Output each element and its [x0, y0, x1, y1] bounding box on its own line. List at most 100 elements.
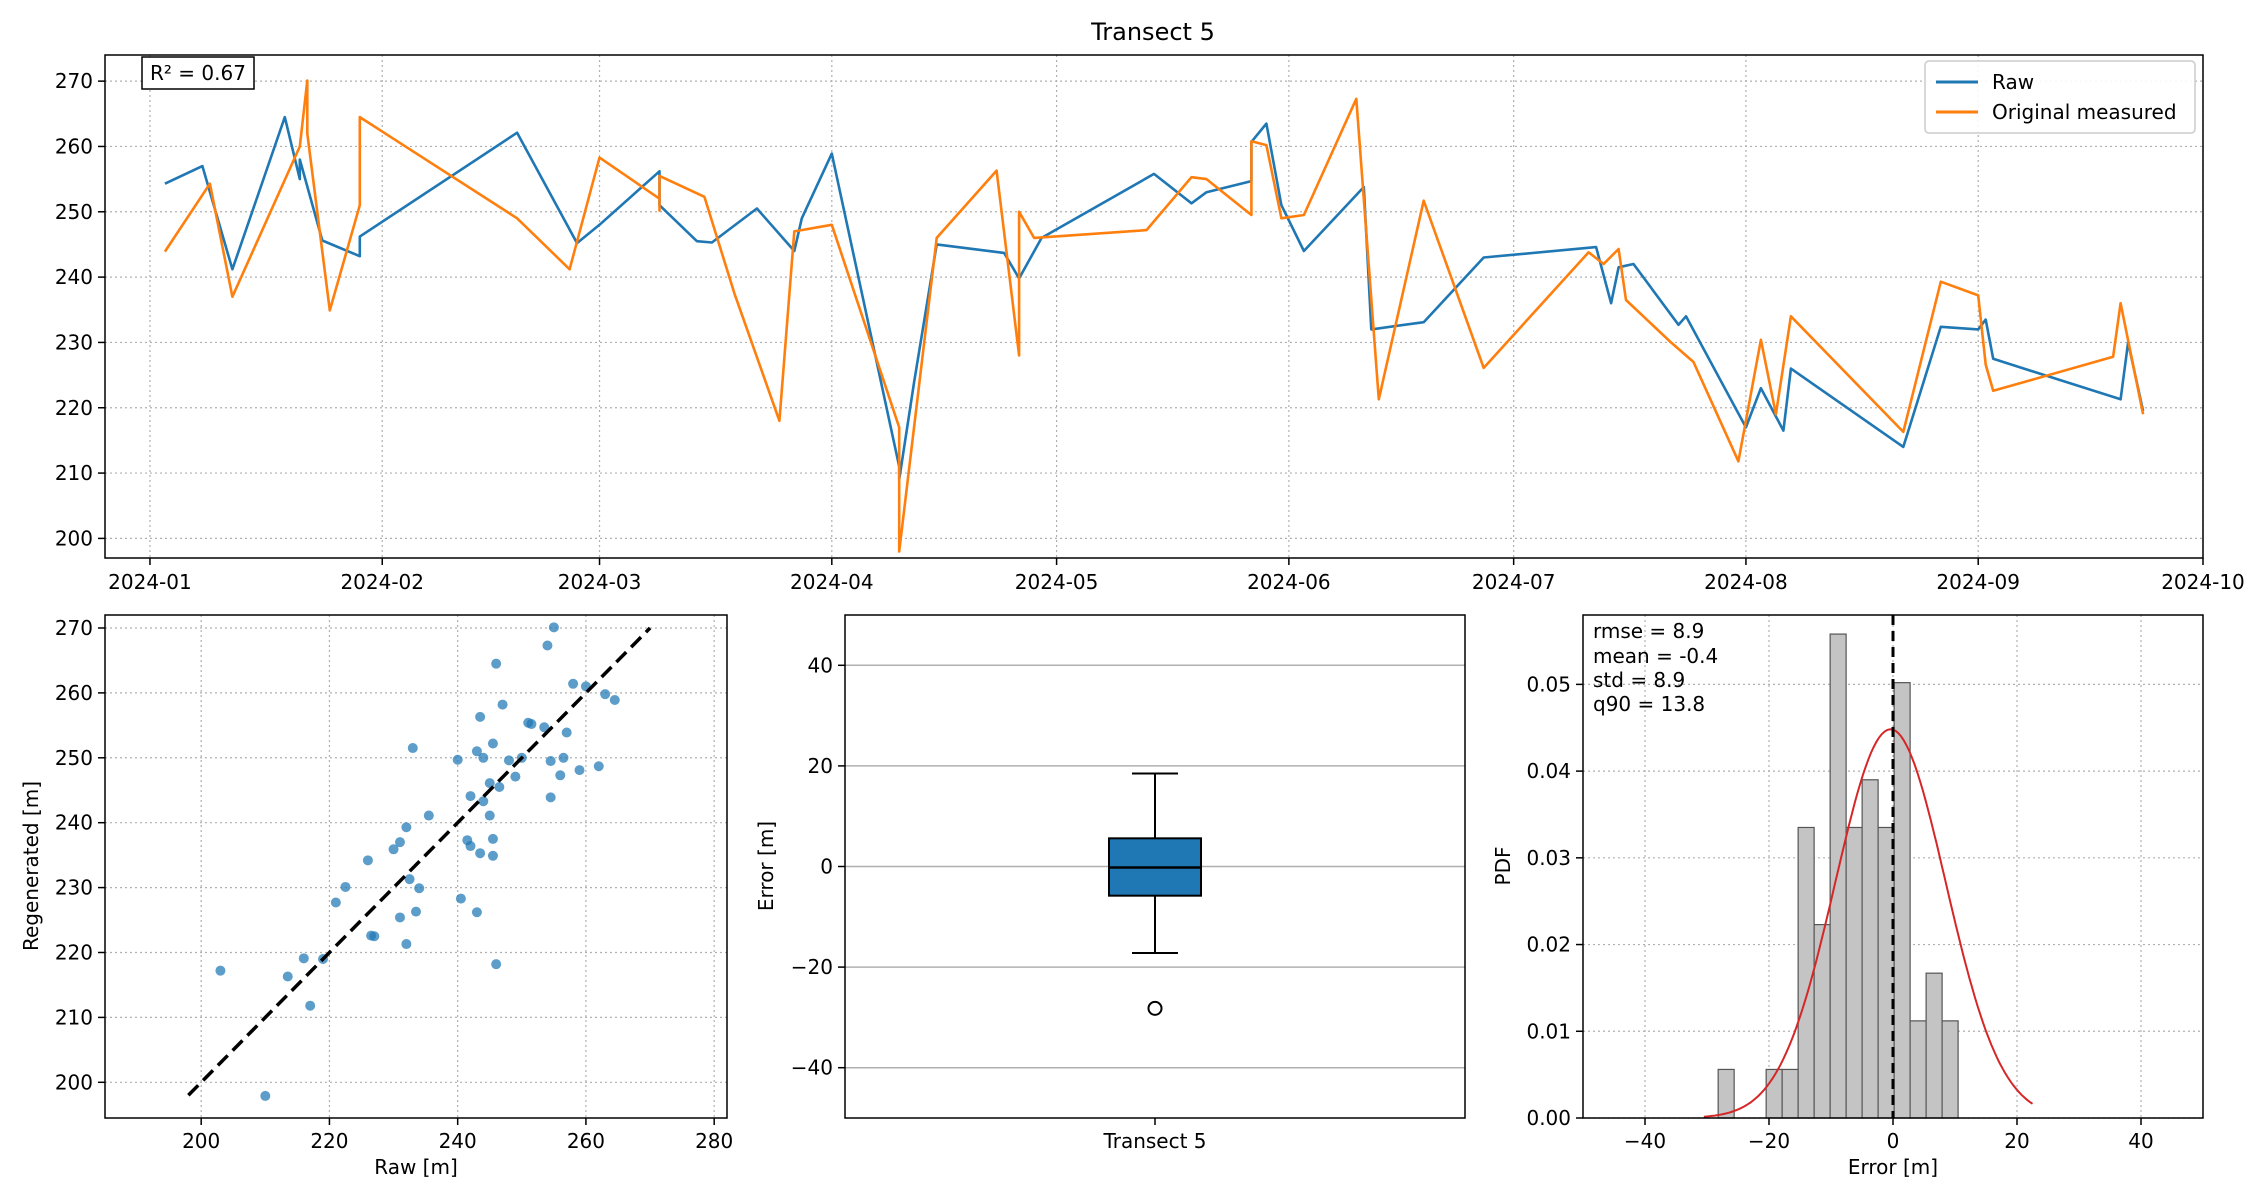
legend-label-original-measured: Original measured [1992, 100, 2177, 124]
histogram-xlabel: Error [m] [1848, 1155, 1938, 1179]
scatter-point-35 [487, 833, 498, 844]
outlier-0 [1147, 1000, 1163, 1016]
scatter-point-30 [478, 752, 489, 763]
timeseries-frame [104, 54, 2204, 559]
scatter-point-59 [609, 695, 620, 706]
hs-ytick-label-4: 0.04 [1526, 759, 1571, 783]
ts-xtick-label-8: 2024-09 [1936, 570, 2020, 594]
scatter-point-20 [423, 810, 434, 821]
scatter-point-2 [282, 971, 293, 982]
scatter-point-39 [494, 781, 505, 792]
bx-ytick-label-3: 20 [808, 754, 833, 778]
ts-ytick-label-4: 240 [55, 265, 93, 289]
scatter-point-57 [593, 761, 604, 772]
hs-xtick-label-2: 0 [1887, 1129, 1900, 1153]
stats-rmse: rmse = 8.9 [1593, 619, 1704, 643]
ts-xtick-label-6: 2024-07 [1472, 570, 1556, 594]
scatter-point-48 [545, 792, 556, 803]
hs-xtick-label-3: 20 [2004, 1129, 2029, 1153]
boxplot-ylabel: Error [m] [754, 821, 778, 911]
legend-label-raw: Raw [1992, 70, 2034, 94]
scatter-point-14 [401, 822, 412, 833]
hist-bar-0 [1717, 1068, 1735, 1119]
series-line-0 [164, 115, 2145, 481]
ts-ytick-label-3: 230 [55, 330, 93, 354]
sc-ytick-label-0: 200 [55, 1070, 93, 1094]
scatter-point-12 [394, 837, 405, 848]
timeseries-lines [163, 79, 2145, 553]
scatter-point-0 [215, 965, 226, 976]
sc-ytick-label-1: 210 [55, 1005, 93, 1029]
scatter-point-8 [362, 855, 373, 866]
scatter-point-36 [487, 850, 498, 861]
scatter-points [215, 622, 620, 1101]
scatter-point-1 [260, 1090, 271, 1101]
timeseries-legend: Raw Original measured [1924, 60, 2196, 134]
hist-bar-14 [1941, 1020, 1959, 1119]
scatter-point-42 [510, 771, 521, 782]
scatter-ylabel: Regenerated [m] [19, 781, 43, 951]
hist-bar-5 [1797, 826, 1815, 1119]
scatter-point-46 [539, 722, 550, 733]
scatter-point-34 [487, 738, 498, 749]
stats-mean: mean = -0.4 [1593, 644, 1718, 668]
sc-xtick-label-0: 200 [182, 1129, 220, 1153]
hs-ytick-label-0: 0.00 [1526, 1106, 1571, 1130]
series-line-1 [163, 79, 2145, 553]
scatter-point-13 [394, 912, 405, 923]
ts-xtick-label-2: 2024-03 [558, 570, 642, 594]
sc-xtick-label-1: 220 [310, 1129, 348, 1153]
normal-fit-curve [1703, 728, 2034, 1118]
scatter-xlabel: Raw [m] [374, 1155, 458, 1179]
ts-xtick-label-7: 2024-08 [1704, 570, 1788, 594]
scatter-ticks: 200 220 240 260 280 200 210 220 230 240 250 260 270 [55, 616, 733, 1153]
scatter-point-26 [471, 746, 482, 757]
bx-ytick-label-2: 0 [820, 855, 833, 879]
ts-xtick-label-9: 2024-10 [2161, 570, 2245, 594]
stats-q90: q90 = 13.8 [1593, 692, 1705, 716]
histogram-ylabel: PDF [1491, 847, 1515, 886]
hist-bar-13 [1925, 972, 1943, 1119]
ts-xtick-label-4: 2024-05 [1015, 570, 1099, 594]
scatter-point-17 [407, 743, 418, 754]
boxplot-box [1108, 772, 1202, 1016]
scatter-point-38 [491, 959, 502, 970]
hist-bar-8 [1845, 826, 1863, 1119]
sc-ytick-label-4: 240 [55, 811, 93, 835]
sc-ytick-label-2: 220 [55, 940, 93, 964]
scatter-point-7 [340, 881, 351, 892]
hs-ytick-label-2: 0.02 [1526, 933, 1571, 957]
scatter-point-22 [455, 893, 466, 904]
scatter-point-49 [545, 756, 556, 767]
ts-ytick-label-0: 200 [55, 526, 93, 550]
scatter-point-53 [561, 727, 572, 738]
scatter-point-10 [369, 931, 380, 942]
bx-ytick-label-0: −40 [791, 1056, 833, 1080]
ts-xtick-label-5: 2024-06 [1247, 570, 1331, 594]
scatter-reference-line [187, 626, 652, 1097]
figure-title: Transect 5 [1090, 18, 1215, 46]
ts-xtick-label-3: 2024-04 [790, 570, 874, 594]
hist-bar-6 [1813, 924, 1831, 1119]
hs-xtick-label-0: −40 [1624, 1129, 1666, 1153]
ts-xtick-label-0: 2024-01 [108, 570, 192, 594]
ts-xtick-label-1: 2024-02 [340, 570, 424, 594]
scatter-point-31 [478, 796, 489, 807]
boxplot-grid [845, 664, 1465, 1069]
stats-text: rmse = 8.9 mean = -0.4 std = 8.9 q90 = 1… [1593, 619, 1718, 716]
hs-xtick-label-1: −20 [1748, 1129, 1790, 1153]
sc-ytick-label-5: 250 [55, 746, 93, 770]
sc-ytick-label-6: 260 [55, 681, 93, 705]
sc-ytick-label-3: 230 [55, 876, 93, 900]
hs-ytick-label-1: 0.01 [1526, 1019, 1571, 1043]
bx-ytick-label-1: −20 [791, 955, 833, 979]
scatter-point-58 [600, 689, 611, 700]
scatter-point-24 [465, 841, 476, 852]
hist-bar-9 [1861, 779, 1879, 1119]
scatter-point-15 [401, 939, 412, 950]
scatter-point-40 [497, 699, 508, 710]
sc-xtick-label-3: 260 [567, 1129, 605, 1153]
ts-ytick-label-2: 220 [55, 396, 93, 420]
timeseries-ticks: 2024-01 2024-02 2024-03 2024-04 2024-05 2024-… [55, 69, 2245, 594]
